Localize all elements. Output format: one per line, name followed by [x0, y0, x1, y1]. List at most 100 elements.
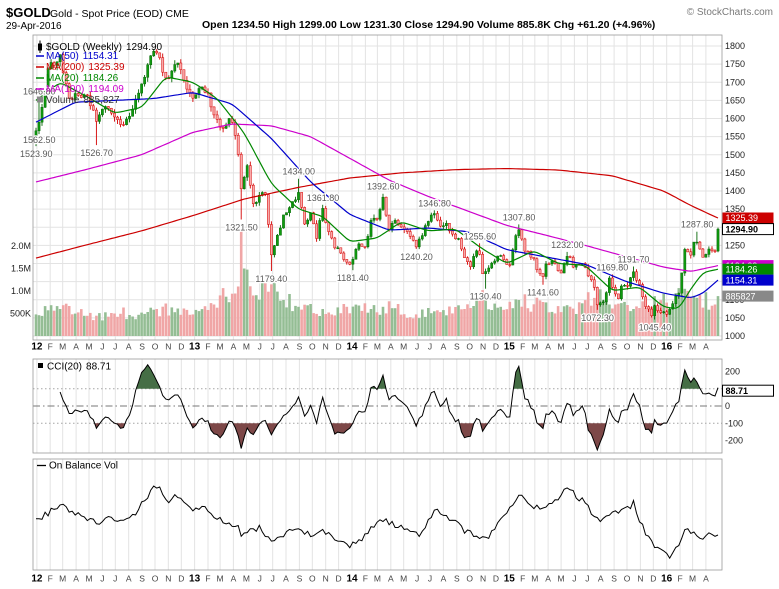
- candle: [134, 99, 137, 110]
- chart-date: 29-Apr-2016: [6, 21, 62, 32]
- volume-bar: [436, 310, 439, 336]
- candle: [61, 54, 65, 73]
- volume-bar: [173, 312, 177, 336]
- candle: [215, 114, 219, 120]
- volume-bar: [140, 312, 143, 336]
- volume-bar: [402, 314, 406, 336]
- candle: [384, 196, 388, 216]
- candle: [626, 285, 629, 287]
- volume-bar: [505, 309, 509, 336]
- candle: [128, 116, 131, 120]
- x-tick-label: M: [217, 342, 224, 352]
- volume-bar: [414, 314, 418, 336]
- volume-bar: [261, 279, 264, 336]
- volume-bar: [478, 300, 481, 336]
- volume-bar: [517, 300, 521, 336]
- candle: [414, 239, 418, 248]
- volume-bar: [61, 305, 65, 336]
- volume-bar: [110, 313, 113, 336]
- candle: [315, 223, 318, 239]
- volume-bar: [212, 304, 216, 336]
- candle: [565, 256, 569, 264]
- candle: [254, 202, 258, 204]
- candle: [550, 260, 554, 265]
- candle: [387, 214, 391, 230]
- candle: [158, 52, 162, 58]
- volume-bar: [34, 314, 38, 336]
- candle: [463, 248, 466, 258]
- price-annotation: 1646.80: [23, 87, 56, 97]
- price-annotation: 1179.40: [255, 274, 287, 284]
- volume-bar: [255, 295, 258, 336]
- candle: [680, 272, 684, 294]
- candle: [327, 222, 331, 232]
- candle: [472, 256, 475, 268]
- candle: [535, 258, 539, 270]
- x-tick-label: S: [139, 342, 145, 352]
- volume-bar: [680, 294, 684, 336]
- volume-bar: [245, 269, 249, 336]
- candle: [333, 237, 337, 249]
- candle: [502, 255, 506, 260]
- volume-bar: [345, 306, 349, 337]
- x-tick-label: F: [520, 342, 525, 352]
- cci-oversold-fill: [114, 423, 126, 429]
- volume-bar: [333, 315, 337, 336]
- volume-bar: [384, 313, 388, 336]
- axis-value-box: [722, 223, 774, 236]
- volume-bar: [209, 303, 213, 336]
- volume-bar: [119, 313, 122, 336]
- candle: [251, 184, 255, 204]
- cci-line: [59, 363, 719, 452]
- x-tick-label: D: [493, 574, 499, 584]
- x-tick-label: J: [428, 574, 432, 584]
- cci-overbought-fill: [681, 370, 701, 389]
- candle: [608, 277, 611, 293]
- x-tick-label: A: [545, 342, 551, 352]
- volume-bar: [137, 314, 140, 336]
- volume-bar: [294, 305, 297, 336]
- x-tick-label: S: [297, 574, 303, 584]
- volume-bar: [695, 297, 699, 337]
- volume-bar: [366, 312, 370, 336]
- legend-item-volume: Volume 885,827: [37, 95, 120, 106]
- candle: [309, 212, 312, 221]
- x-tick-label: A: [388, 574, 394, 584]
- volume-bar: [40, 315, 44, 336]
- x-tick-label: N: [323, 342, 329, 352]
- volume-bar: [692, 295, 696, 336]
- x-tick-label: J: [415, 342, 419, 352]
- volume-bar: [481, 290, 484, 336]
- volume-bar: [70, 314, 74, 336]
- volume-bar: [405, 318, 409, 336]
- volume-bar: [321, 309, 324, 336]
- volume-bar: [713, 304, 717, 336]
- volume-bar: [550, 311, 554, 336]
- candle: [282, 214, 285, 229]
- candle: [79, 95, 83, 98]
- volume-bar: [608, 304, 611, 336]
- candle: [405, 229, 409, 232]
- volume-bar: [46, 310, 50, 336]
- volume-bar: [408, 317, 412, 336]
- x-tick-label: M: [400, 342, 407, 352]
- candle: [270, 224, 273, 256]
- x-tick-label: F: [677, 574, 682, 584]
- volume-bar: [532, 304, 536, 336]
- volume-bar: [701, 307, 705, 336]
- axis-value-box-label: 885827: [726, 291, 756, 301]
- axis-value-box: [722, 274, 774, 286]
- y-tick-label: 1600: [725, 114, 745, 124]
- price-annotation: 1307.80: [503, 212, 536, 222]
- volume-bar: [312, 313, 315, 336]
- candle: [520, 229, 524, 240]
- candle: [318, 220, 322, 239]
- candle: [668, 308, 672, 315]
- volume-bar: [348, 313, 352, 336]
- volume-tick-label: 1.0M: [11, 286, 31, 296]
- volume-bar: [544, 302, 548, 336]
- candle: [454, 233, 457, 240]
- candle: [276, 234, 279, 246]
- cci-oversold-fill: [643, 423, 654, 433]
- volume-bar: [644, 307, 647, 336]
